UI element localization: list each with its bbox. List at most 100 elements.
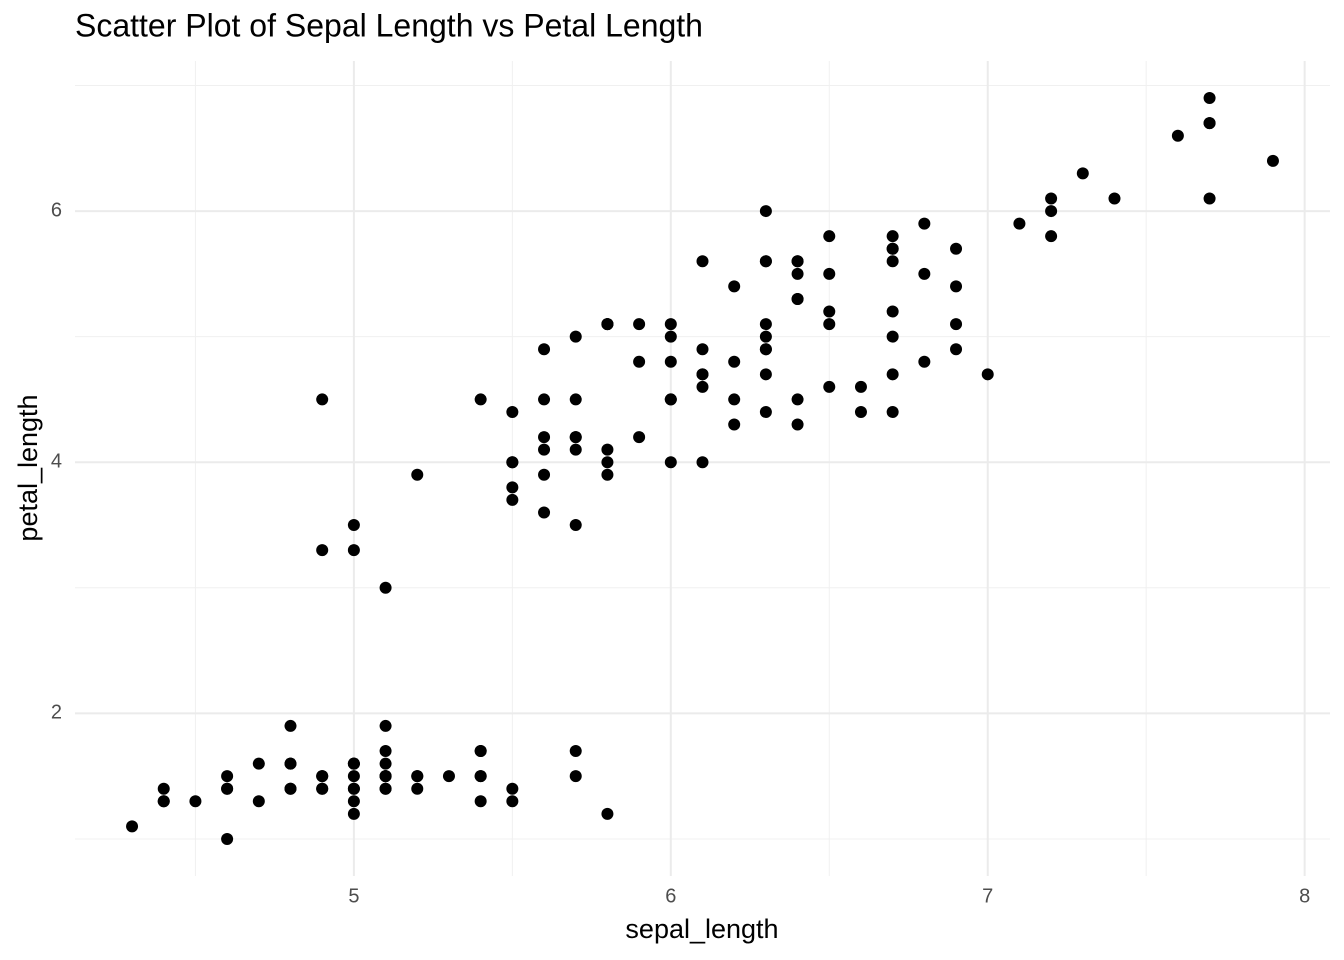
point xyxy=(506,405,519,418)
point xyxy=(252,757,265,770)
y-axis-label: petal_length xyxy=(13,394,43,541)
point xyxy=(601,456,614,469)
point xyxy=(1171,129,1184,142)
point xyxy=(221,832,234,845)
point xyxy=(886,368,899,381)
point xyxy=(569,745,582,758)
point xyxy=(759,330,772,343)
point xyxy=(569,431,582,444)
x-tick-label: 6 xyxy=(665,885,676,907)
point xyxy=(379,719,392,732)
point xyxy=(474,393,487,406)
point xyxy=(126,820,139,833)
point xyxy=(791,255,804,268)
x-axis-label: sepal_length xyxy=(625,914,778,944)
point xyxy=(347,519,360,532)
point xyxy=(664,456,677,469)
point xyxy=(918,217,931,230)
point xyxy=(823,305,836,318)
point xyxy=(284,757,297,770)
point xyxy=(696,255,709,268)
point xyxy=(759,343,772,356)
x-tick-label: 5 xyxy=(348,885,359,907)
point xyxy=(759,318,772,331)
point xyxy=(569,393,582,406)
point xyxy=(284,782,297,795)
point xyxy=(538,506,551,519)
point xyxy=(1045,205,1058,218)
y-tick-label: 6 xyxy=(51,199,62,221)
point xyxy=(538,443,551,456)
point xyxy=(918,267,931,280)
point xyxy=(506,782,519,795)
point xyxy=(728,393,741,406)
point xyxy=(252,795,265,808)
point xyxy=(696,343,709,356)
point xyxy=(1076,167,1089,180)
point xyxy=(538,431,551,444)
point xyxy=(601,318,614,331)
point xyxy=(538,393,551,406)
point xyxy=(886,230,899,243)
point xyxy=(379,770,392,783)
point xyxy=(347,544,360,557)
point xyxy=(791,418,804,431)
point xyxy=(506,456,519,469)
point xyxy=(633,431,646,444)
point xyxy=(981,368,994,381)
point xyxy=(823,318,836,331)
point xyxy=(886,255,899,268)
point xyxy=(506,795,519,808)
point xyxy=(221,770,234,783)
point xyxy=(474,745,487,758)
point xyxy=(601,443,614,456)
point xyxy=(759,255,772,268)
point xyxy=(950,280,963,293)
point xyxy=(664,355,677,368)
point xyxy=(569,519,582,532)
point xyxy=(1108,192,1121,205)
point xyxy=(411,770,424,783)
point xyxy=(1203,117,1216,130)
point xyxy=(728,280,741,293)
point xyxy=(442,770,455,783)
point xyxy=(221,782,234,795)
point xyxy=(474,770,487,783)
point xyxy=(569,443,582,456)
point xyxy=(759,368,772,381)
point xyxy=(886,330,899,343)
x-tick-label: 7 xyxy=(982,885,993,907)
chart-title: Scatter Plot of Sepal Length vs Petal Le… xyxy=(75,7,703,43)
point xyxy=(728,355,741,368)
point xyxy=(1045,230,1058,243)
point xyxy=(950,318,963,331)
x-tick-label: 8 xyxy=(1299,885,1310,907)
point xyxy=(791,393,804,406)
point xyxy=(316,770,329,783)
point xyxy=(633,318,646,331)
point xyxy=(1203,92,1216,105)
point xyxy=(854,380,867,393)
point xyxy=(411,782,424,795)
point xyxy=(823,230,836,243)
point xyxy=(538,343,551,356)
point xyxy=(886,305,899,318)
point xyxy=(601,807,614,820)
point xyxy=(664,318,677,331)
point xyxy=(950,343,963,356)
point xyxy=(284,719,297,732)
point xyxy=(347,770,360,783)
point xyxy=(411,468,424,481)
point xyxy=(664,330,677,343)
point xyxy=(474,795,487,808)
point xyxy=(569,770,582,783)
point xyxy=(601,468,614,481)
point xyxy=(696,456,709,469)
point xyxy=(157,782,170,795)
point xyxy=(1013,217,1026,230)
point xyxy=(886,405,899,418)
point xyxy=(823,267,836,280)
point xyxy=(759,205,772,218)
point xyxy=(157,795,170,808)
